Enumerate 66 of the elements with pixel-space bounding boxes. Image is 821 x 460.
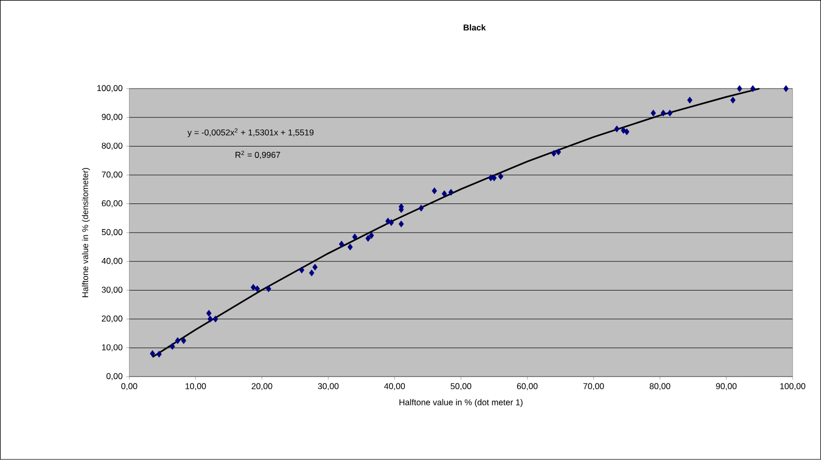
point bbox=[352, 234, 358, 240]
y-tick-label: 20,00 bbox=[102, 316, 122, 323]
y-tick-label: 90,00 bbox=[102, 114, 122, 122]
point bbox=[650, 110, 656, 117]
point bbox=[368, 232, 374, 240]
point bbox=[442, 190, 447, 198]
point bbox=[365, 235, 371, 242]
y-axis-title: Halftone value in % (densitometer) bbox=[82, 168, 90, 298]
point bbox=[175, 337, 180, 344]
point bbox=[181, 337, 186, 344]
y-tick-label: 10,00 bbox=[102, 344, 122, 352]
point bbox=[736, 85, 742, 92]
y-tick-label: 70,00 bbox=[102, 172, 122, 179]
y-tick-label: 40,00 bbox=[102, 258, 122, 266]
point bbox=[266, 286, 272, 292]
point bbox=[338, 240, 344, 248]
x-tick-label: 60,00 bbox=[517, 383, 538, 390]
point bbox=[212, 316, 218, 323]
point bbox=[312, 264, 318, 271]
x-axis-title: Halftone value in % (dot meter 1) bbox=[400, 399, 522, 408]
x-tick-label: 0,00 bbox=[121, 383, 138, 390]
point bbox=[208, 316, 213, 323]
point bbox=[250, 284, 256, 291]
point bbox=[309, 270, 314, 276]
point bbox=[150, 350, 156, 358]
point bbox=[667, 110, 673, 117]
point bbox=[492, 174, 497, 182]
chart-title: Black bbox=[464, 24, 486, 31]
y-tick-label: 80,00 bbox=[102, 142, 122, 150]
x-tick-label: 20,00 bbox=[252, 383, 272, 390]
point bbox=[783, 85, 789, 92]
x-tick-label: 80,00 bbox=[650, 383, 670, 390]
point bbox=[388, 219, 394, 226]
point bbox=[448, 189, 454, 196]
y-tick-label: 50,00 bbox=[102, 229, 122, 236]
point bbox=[206, 310, 212, 317]
y-tick-label: 60,00 bbox=[102, 200, 122, 208]
point bbox=[398, 220, 404, 228]
y-tick-label: 0,00 bbox=[106, 373, 122, 380]
point bbox=[687, 96, 692, 104]
point bbox=[556, 148, 562, 156]
x-tick-label: 90,00 bbox=[716, 383, 737, 390]
point bbox=[170, 343, 175, 350]
point bbox=[614, 126, 620, 132]
point bbox=[348, 244, 353, 251]
point bbox=[624, 128, 630, 136]
point bbox=[551, 150, 556, 157]
y-tick-label: 30,00 bbox=[102, 286, 122, 294]
annotation: R$^{2}$ = 0,9967 bbox=[236, 150, 280, 160]
y-tick-label: 100,00 bbox=[97, 85, 122, 92]
annotation: y = -0,0052x$^{2}$ + 1,5301x + 1,5519 bbox=[187, 128, 314, 138]
point bbox=[418, 204, 424, 212]
x-tick-label: 10,00 bbox=[186, 383, 206, 390]
point bbox=[254, 286, 260, 292]
point bbox=[498, 173, 504, 180]
point bbox=[432, 188, 438, 194]
x-tick-label: 40,00 bbox=[384, 383, 405, 390]
point bbox=[156, 350, 162, 358]
point bbox=[660, 110, 666, 117]
point bbox=[730, 96, 736, 104]
x-tick-label: 70,00 bbox=[583, 383, 604, 390]
x-tick-label: 50,00 bbox=[450, 383, 472, 390]
x-tick-label: 30,00 bbox=[318, 383, 339, 390]
point bbox=[750, 85, 756, 92]
point bbox=[299, 266, 304, 274]
x-tick-label: 100,00 bbox=[780, 383, 806, 390]
